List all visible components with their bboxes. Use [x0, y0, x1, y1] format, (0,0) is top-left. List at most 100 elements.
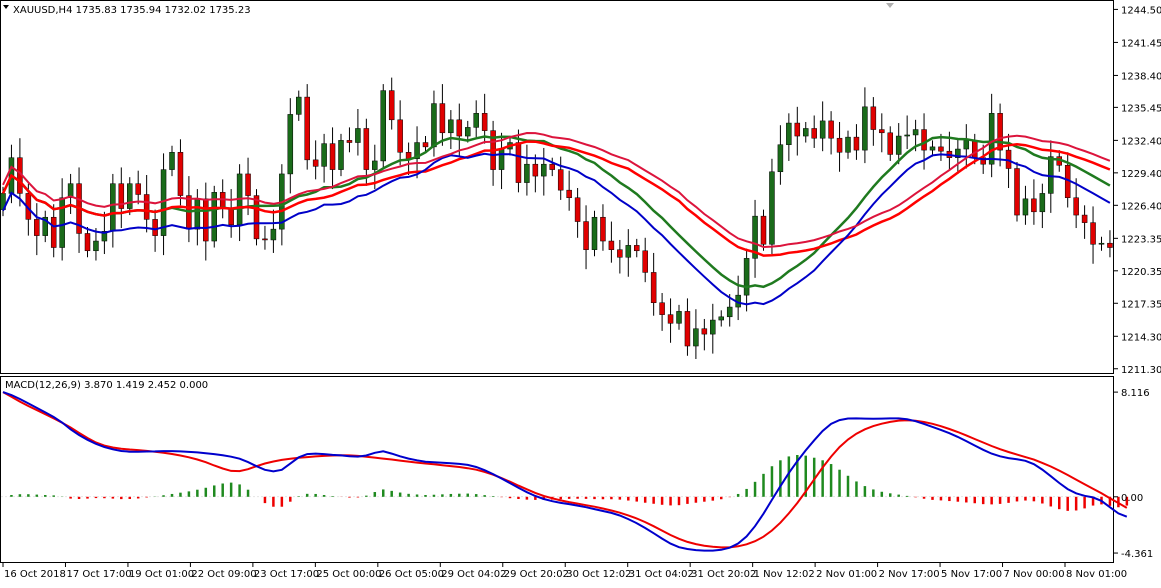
candle[interactable]	[904, 115, 910, 150]
candle[interactable]	[574, 188, 581, 238]
candle[interactable]	[828, 111, 834, 155]
candle[interactable]	[1073, 178, 1079, 229]
candle[interactable]	[321, 133, 327, 183]
macd-panel[interactable]	[1, 391, 1129, 552]
candle[interactable]	[1039, 183, 1046, 229]
candle[interactable]	[143, 175, 150, 233]
candle[interactable]	[135, 170, 141, 205]
candle[interactable]	[329, 127, 336, 190]
candle[interactable]	[203, 182, 209, 261]
candle[interactable]	[50, 204, 57, 258]
candle[interactable]	[659, 292, 665, 331]
candle[interactable]	[1107, 230, 1113, 258]
candle[interactable]	[862, 87, 868, 164]
candle[interactable]	[786, 113, 792, 161]
candle[interactable]	[1090, 206, 1096, 264]
candle[interactable]	[557, 156, 564, 200]
candle[interactable]	[355, 108, 361, 156]
candle[interactable]	[583, 205, 589, 270]
candle[interactable]	[304, 84, 310, 170]
candle[interactable]	[532, 154, 539, 193]
candle[interactable]	[1014, 162, 1020, 222]
candle[interactable]	[422, 136, 429, 154]
candle[interactable]	[93, 228, 99, 261]
candle[interactable]	[710, 303, 716, 354]
candle[interactable]	[988, 93, 995, 178]
candle[interactable]	[338, 133, 344, 177]
candle[interactable]	[1031, 179, 1037, 225]
candle[interactable]	[169, 145, 175, 177]
candle[interactable]	[591, 210, 598, 257]
candle[interactable]	[59, 178, 65, 261]
chart-shift-marker-icon[interactable]	[886, 3, 894, 8]
candle[interactable]	[760, 209, 767, 251]
symbol-dropdown-icon[interactable]	[3, 5, 9, 9]
candle[interactable]	[718, 310, 724, 327]
candle[interactable]	[34, 203, 40, 256]
candle[interactable]	[397, 100, 403, 166]
candle[interactable]	[549, 157, 555, 177]
candle[interactable]	[642, 237, 648, 283]
candle[interactable]	[566, 170, 572, 211]
candle[interactable]	[524, 144, 530, 196]
candle[interactable]	[811, 115, 817, 148]
candle[interactable]	[794, 106, 801, 156]
candle[interactable]	[262, 225, 268, 250]
candle[interactable]	[752, 199, 758, 278]
candle[interactable]	[380, 84, 386, 168]
candle[interactable]	[870, 97, 877, 146]
candle[interactable]	[253, 189, 260, 246]
candle[interactable]	[895, 123, 902, 165]
candle[interactable]	[634, 238, 640, 258]
candle[interactable]	[388, 77, 395, 130]
candle[interactable]	[1022, 185, 1029, 225]
candle[interactable]	[67, 173, 74, 214]
candle[interactable]	[211, 185, 217, 248]
candle[interactable]	[118, 167, 125, 229]
candle[interactable]	[541, 147, 547, 196]
candle[interactable]	[177, 139, 184, 206]
candle[interactable]	[777, 125, 784, 185]
candle[interactable]	[465, 120, 471, 143]
candle[interactable]	[803, 121, 809, 143]
candle[interactable]	[676, 304, 682, 330]
candle[interactable]	[1081, 205, 1088, 239]
candle[interactable]	[879, 113, 885, 153]
candle[interactable]	[701, 318, 708, 351]
candle[interactable]	[287, 98, 294, 194]
candle[interactable]	[650, 252, 657, 316]
candle[interactable]	[414, 126, 420, 179]
price-panel[interactable]	[0, 77, 1113, 360]
candle[interactable]	[726, 294, 733, 327]
candle[interactable]	[42, 210, 48, 243]
candle[interactable]	[743, 248, 750, 312]
candle[interactable]	[346, 127, 353, 153]
candle[interactable]	[845, 130, 851, 159]
candle[interactable]	[667, 298, 674, 343]
candle[interactable]	[152, 209, 158, 252]
candle[interactable]	[929, 140, 936, 157]
candle[interactable]	[84, 226, 91, 258]
candle[interactable]	[473, 100, 479, 138]
candle[interactable]	[819, 101, 826, 152]
candle[interactable]	[1098, 236, 1105, 251]
candle[interactable]	[600, 204, 606, 251]
candle[interactable]	[836, 121, 843, 172]
candle[interactable]	[887, 126, 893, 161]
candle[interactable]	[617, 239, 623, 274]
candle[interactable]	[608, 221, 615, 263]
candle[interactable]	[684, 298, 691, 356]
candle[interactable]	[127, 177, 133, 216]
candle[interactable]	[456, 103, 463, 156]
candle[interactable]	[439, 84, 446, 146]
candle[interactable]	[270, 209, 277, 253]
candle[interactable]	[853, 124, 860, 160]
candle[interactable]	[625, 229, 632, 277]
candle[interactable]	[693, 309, 699, 360]
candle[interactable]	[296, 90, 302, 121]
candle[interactable]	[769, 158, 775, 255]
candle[interactable]	[312, 140, 319, 180]
candle[interactable]	[363, 118, 370, 186]
candle[interactable]	[938, 133, 944, 161]
